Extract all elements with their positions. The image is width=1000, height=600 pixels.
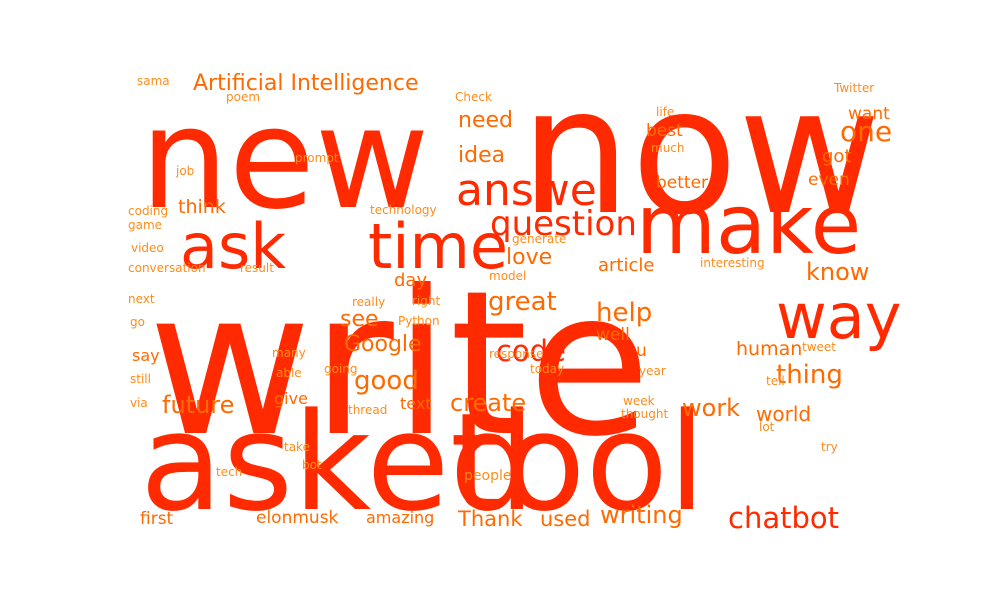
- word-sama: sama: [137, 74, 170, 88]
- word-week: week: [623, 394, 655, 408]
- word-able: able: [276, 366, 302, 380]
- word-result: result: [240, 261, 274, 275]
- word-work: work: [682, 394, 741, 422]
- word-give: give: [274, 389, 308, 408]
- word-now: now: [520, 51, 882, 254]
- word-time: time: [368, 210, 509, 283]
- word-conversation: conversation: [128, 261, 206, 275]
- word-tech: tech: [216, 465, 243, 479]
- word-think: think: [178, 196, 226, 218]
- word-great: great: [488, 287, 557, 317]
- word-google: Google: [344, 332, 422, 357]
- word-check: Check: [455, 90, 492, 104]
- word-better: better: [656, 173, 709, 193]
- word-elonmusk: elonmusk: [256, 508, 339, 528]
- word-twitter: Twitter: [834, 81, 875, 95]
- word-tool: tool: [450, 384, 706, 541]
- word-python: Python: [398, 314, 440, 328]
- word-lot: lot: [759, 420, 775, 434]
- word-job: job: [176, 164, 195, 178]
- word-day: day: [394, 270, 428, 291]
- word-much: much: [651, 141, 685, 155]
- word-thank: Thank: [458, 507, 523, 531]
- word-via: via: [130, 396, 148, 410]
- word-really: really: [352, 295, 386, 309]
- word-technology: technology: [370, 203, 437, 217]
- word-people: people: [464, 468, 512, 484]
- word-world: world: [756, 402, 812, 426]
- word-human: human: [736, 338, 803, 360]
- word-got: got: [822, 146, 852, 167]
- word-chatbot: chatbot: [728, 501, 839, 535]
- word-text: text: [400, 394, 432, 413]
- word-take: take: [284, 440, 310, 454]
- word-generate: generate: [512, 232, 567, 246]
- word-tell: tell: [766, 374, 785, 388]
- word-go: go: [130, 315, 145, 329]
- word-poem: poem: [226, 90, 261, 104]
- word-tweet: tweet: [802, 340, 836, 354]
- word-amazing: amazing: [366, 508, 435, 527]
- word-game: game: [128, 218, 163, 232]
- word-want: want: [848, 104, 890, 124]
- word-interesting: interesting: [700, 256, 765, 270]
- word-well: well: [596, 325, 630, 345]
- word-way: way: [776, 280, 902, 353]
- word-today: today: [530, 362, 565, 376]
- word-say: say: [132, 346, 160, 365]
- word-create: create: [450, 389, 527, 417]
- word-article: article: [598, 255, 655, 276]
- word-right: right: [412, 294, 441, 308]
- word-new: new: [140, 78, 430, 241]
- word-first: first: [140, 509, 174, 529]
- word-many: many: [272, 346, 306, 360]
- word-code: code: [496, 334, 566, 368]
- word-one: one: [840, 115, 893, 148]
- word-model: model: [489, 269, 527, 283]
- word-love: love: [506, 245, 553, 270]
- word-artificial-intelligence: Artificial Intelligence: [193, 71, 419, 96]
- word-need: need: [458, 108, 513, 133]
- word-thread: thread: [348, 403, 388, 417]
- word-know: know: [806, 258, 870, 286]
- word-prompt: prompt: [295, 151, 339, 165]
- word-idea: idea: [458, 143, 506, 168]
- word-going: going: [324, 362, 358, 376]
- word-video: video: [131, 241, 164, 255]
- word-life: life: [656, 105, 675, 119]
- word-year: year: [639, 364, 666, 378]
- word-answer: answer: [456, 165, 615, 216]
- word-u: u: [636, 341, 647, 361]
- word-thing: thing: [776, 360, 843, 390]
- word-coding: coding: [128, 204, 169, 218]
- word-see: see: [340, 307, 379, 332]
- word-question: question: [490, 204, 637, 244]
- word-try: try: [821, 440, 838, 454]
- word-best: best: [646, 121, 683, 141]
- word-ask: ask: [180, 210, 287, 283]
- word-make: make: [636, 178, 862, 273]
- word-thought: thought: [621, 407, 669, 421]
- word-write: write: [148, 248, 651, 481]
- word-writing: writing: [600, 501, 683, 529]
- word-help: help: [596, 298, 653, 328]
- word-next: next: [128, 292, 155, 306]
- word-asked: asked: [140, 384, 536, 541]
- word-future: future: [162, 391, 235, 419]
- word-used: used: [540, 507, 591, 531]
- word-good: good: [354, 366, 419, 396]
- word-response: response: [489, 347, 544, 361]
- word-even: even: [808, 170, 850, 190]
- word-still: still: [130, 372, 151, 386]
- word-bot: bot: [302, 458, 322, 472]
